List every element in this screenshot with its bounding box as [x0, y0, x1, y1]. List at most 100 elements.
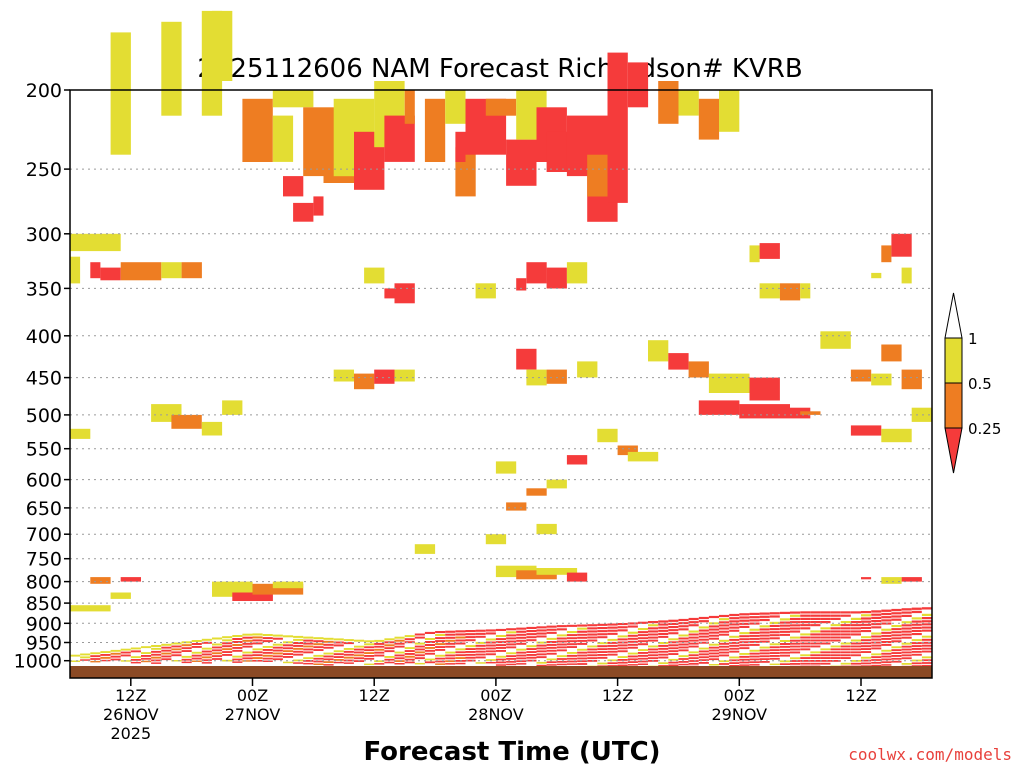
boundary-layer-cell	[637, 634, 648, 637]
boundary-layer-cell	[800, 624, 811, 627]
boundary-layer-cell	[749, 631, 760, 634]
boundary-layer-cell	[810, 654, 821, 657]
boundary-layer-cell	[587, 645, 598, 648]
boundary-layer-cell	[840, 662, 851, 665]
boundary-layer-cell	[577, 633, 588, 636]
boundary-layer-cell	[678, 649, 689, 652]
boundary-layer-cell	[546, 664, 557, 666]
boundary-layer-cell	[901, 627, 912, 630]
boundary-layer-cell	[688, 651, 699, 654]
boundary-layer-cell	[506, 628, 517, 631]
boundary-layer-cell	[566, 652, 577, 654]
boundary-layer-cell	[232, 655, 243, 658]
boundary-layer-cell	[790, 614, 801, 617]
boundary-layer-cell	[313, 637, 324, 640]
boundary-layer-cell	[252, 657, 263, 659]
chart-title: 2025112606 NAM Forecast Richardson# KVRB	[197, 54, 802, 84]
boundary-layer-cell	[840, 630, 851, 633]
boundary-layer-cell	[222, 648, 233, 651]
boundary-layer-cell	[759, 634, 770, 637]
y-tick-label: 900	[26, 613, 62, 635]
boundary-layer-cell	[658, 665, 669, 667]
boundary-layer-cell	[333, 661, 344, 664]
boundary-layer-cell	[779, 645, 790, 648]
boundary-layer-cell	[840, 642, 851, 645]
heatmap-cell	[759, 283, 780, 299]
boundary-layer-cell	[921, 659, 932, 662]
boundary-layer-cell	[465, 636, 476, 639]
boundary-layer-cell	[850, 627, 861, 630]
boundary-layer-cell	[627, 637, 638, 640]
boundary-layer-cell	[749, 658, 760, 661]
boundary-layer-cell	[475, 653, 486, 656]
boundary-layer-cell	[546, 628, 557, 631]
boundary-layer-cell	[607, 644, 618, 647]
boundary-layer-cell	[688, 630, 699, 633]
boundary-layer-cell	[820, 636, 831, 639]
boundary-layer-cell	[921, 626, 932, 629]
boundary-layer-cell	[637, 657, 648, 660]
boundary-layer-cell	[739, 641, 750, 644]
boundary-layer-cell	[516, 636, 527, 639]
boundary-layer-cell	[617, 656, 628, 658]
legend-label-1: 1	[968, 330, 978, 348]
boundary-layer-cell	[861, 617, 872, 620]
boundary-layer-cell	[840, 657, 851, 659]
boundary-layer-cell	[242, 654, 253, 657]
boundary-layer-cell	[333, 656, 344, 658]
heatmap-cell	[698, 98, 720, 140]
boundary-layer-cell	[424, 631, 435, 634]
boundary-layer-cell	[212, 637, 223, 640]
boundary-layer-cell	[323, 664, 334, 666]
boundary-layer-cell	[759, 652, 770, 655]
boundary-layer-cell	[891, 615, 902, 618]
boundary-layer-cell	[607, 623, 618, 626]
boundary-layer-cell	[921, 620, 932, 623]
heatmap-cell	[303, 107, 324, 177]
heatmap-cell	[566, 572, 588, 582]
boundary-layer-cell	[577, 639, 588, 642]
boundary-layer-cell	[790, 627, 801, 630]
boundary-layer-cell	[506, 631, 517, 634]
boundary-layer-cell	[577, 648, 588, 651]
boundary-layer-cell	[516, 642, 527, 645]
boundary-layer-cell	[394, 639, 405, 642]
heatmap-cell	[668, 353, 689, 370]
heatmap-cell	[911, 407, 932, 422]
boundary-layer-cell	[506, 655, 517, 658]
heatmap-cell	[881, 344, 902, 362]
boundary-layer-cell	[840, 627, 851, 630]
heatmap-cell	[120, 262, 162, 281]
heatmap-cell	[901, 577, 922, 582]
y-axis-ticks: 200 250 300 350 400 450 500 550 600 650 700 7508008…	[14, 80, 70, 673]
boundary-layer-cell	[556, 634, 567, 637]
boundary-layer-cell	[404, 658, 415, 661]
boundary-layer-cell	[242, 636, 253, 639]
boundary-layer-cell	[435, 660, 446, 663]
boundary-layer-cell	[607, 647, 618, 650]
boundary-layer-cell	[343, 650, 354, 653]
boundary-layer-cell	[465, 656, 476, 659]
boundary-layer-cell	[861, 639, 872, 642]
boundary-layer-cell	[698, 656, 709, 659]
boundary-layer-cell	[627, 634, 638, 637]
heatmap-cell	[506, 502, 527, 511]
boundary-layer-cell	[465, 633, 476, 636]
boundary-layer-cell	[506, 663, 517, 666]
boundary-layer-cell	[658, 635, 669, 638]
boundary-layer-cell	[708, 628, 719, 631]
boundary-layer-cell	[648, 654, 659, 657]
boundary-layer-cell	[485, 653, 496, 656]
boundary-layer-cell	[921, 647, 932, 650]
boundary-layer-cell	[759, 628, 770, 631]
boundary-layer-cell	[678, 637, 689, 640]
boundary-layer-cell	[597, 648, 608, 651]
boundary-layer-cell	[648, 645, 659, 648]
boundary-layer-cell	[708, 658, 719, 661]
boundary-layer-cell	[333, 641, 344, 644]
boundary-layer-cell	[506, 652, 517, 655]
boundary-layer-cell	[485, 647, 496, 650]
boundary-layer-cell	[485, 650, 496, 653]
x-tick-label: 27NOV	[225, 705, 281, 724]
